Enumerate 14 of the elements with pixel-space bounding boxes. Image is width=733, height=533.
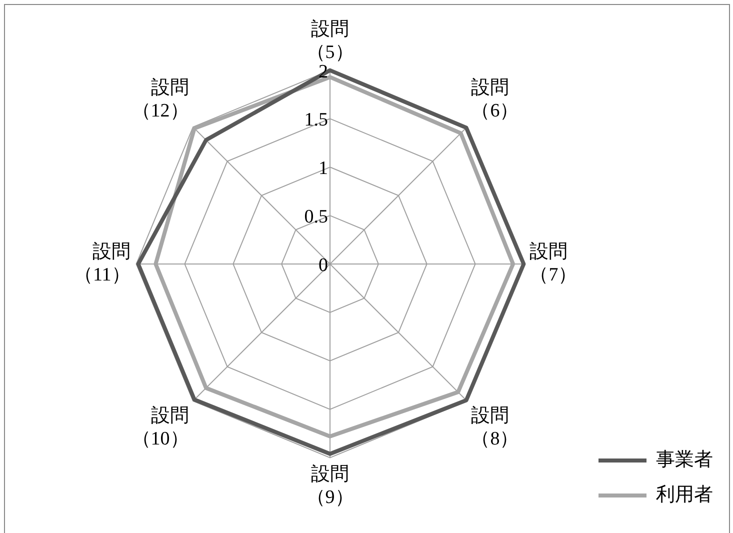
spoke-label: 設問（11）: [74, 242, 130, 286]
y-tick-label: 0: [318, 254, 328, 276]
y-tick-label: 0.5: [304, 206, 328, 228]
legend-label: 事業者: [656, 449, 713, 470]
spoke-label: 設問（10）: [132, 406, 189, 450]
spoke-label: 設問（7）: [530, 242, 578, 286]
spoke-label: 設問（6）: [471, 78, 519, 122]
y-tick-label: 1.5: [304, 110, 328, 131]
y-tick-label: 1: [318, 158, 328, 180]
spoke-label: 設問（12）: [132, 78, 189, 122]
legend-label: 利用者: [656, 484, 713, 506]
spoke-label: 設問（9）: [306, 464, 354, 508]
spoke-label: 設問（5）: [306, 19, 354, 63]
spoke-label: 設問（8）: [471, 406, 519, 450]
